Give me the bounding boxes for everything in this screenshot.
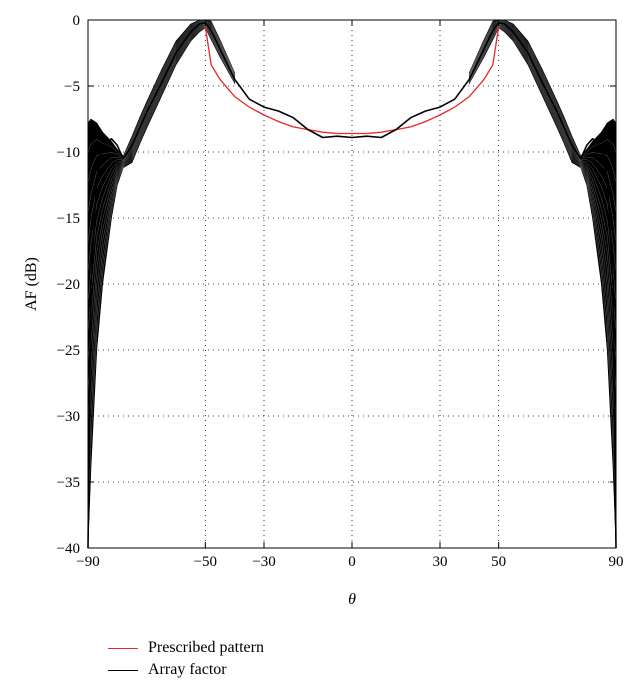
y-tick-label: −35: [57, 475, 80, 491]
band-trace: [87, 21, 235, 215]
band-trace: [87, 25, 235, 427]
band-trace: [469, 21, 617, 215]
band-trace: [87, 25, 235, 457]
plot-area: [88, 20, 616, 548]
legend-label-prescribed: Prescribed pattern: [148, 639, 264, 656]
band-trace: [469, 24, 617, 397]
y-tick-labels: 0 −5 −10 −15 −20 −25 −30 −35 −40: [57, 13, 80, 557]
band-trace: [469, 25, 617, 427]
array-factor-line: [87, 21, 617, 549]
y-tick-label: −10: [57, 145, 80, 161]
y-tick-label: −25: [57, 343, 80, 359]
legend: Prescribed pattern Array factor: [108, 637, 264, 681]
legend-item-prescribed: Prescribed pattern: [108, 637, 264, 659]
y-tick-label: −20: [57, 277, 80, 293]
y-tick-label: −15: [57, 211, 80, 227]
y-tick-label: −30: [57, 409, 80, 425]
band-trace: [87, 20, 235, 158]
band-trace: [469, 26, 617, 488]
band-trace: [469, 25, 617, 457]
band-trace: [469, 20, 617, 158]
x-tick-label: 0: [348, 554, 356, 570]
x-tick-labels: −90 −50 −30 0 30 50 90: [76, 554, 623, 570]
x-tick-label: −30: [252, 554, 275, 570]
x-axis-label: θ: [348, 591, 356, 608]
band-trace: [87, 26, 235, 488]
y-tick-label: 0: [73, 13, 81, 29]
y-axis-label: AF (dB): [23, 257, 40, 311]
series-lines: [87, 21, 617, 549]
x-tick-label: −90: [76, 554, 99, 570]
array-factor-band-region: [87, 19, 235, 549]
x-tick-label: 90: [609, 554, 624, 570]
legend-item-array-factor: Array factor: [108, 659, 264, 681]
band-trace: [87, 24, 235, 366]
band-trace: [87, 24, 235, 397]
legend-label-array-factor: Array factor: [148, 661, 227, 678]
band-trace: [469, 24, 617, 366]
axis-ticks: [87, 19, 617, 549]
x-tick-label: 30: [433, 554, 448, 570]
x-tick-label: −50: [194, 554, 217, 570]
grid-lines: [88, 20, 616, 548]
y-tick-label: −40: [57, 541, 80, 557]
legend-swatch-prescribed: [108, 647, 138, 649]
y-tick-label: −5: [64, 79, 80, 95]
prescribed-pattern-line: [204, 26, 500, 135]
legend-swatch-array-factor: [108, 669, 138, 671]
x-tick-label: 50: [491, 554, 506, 570]
